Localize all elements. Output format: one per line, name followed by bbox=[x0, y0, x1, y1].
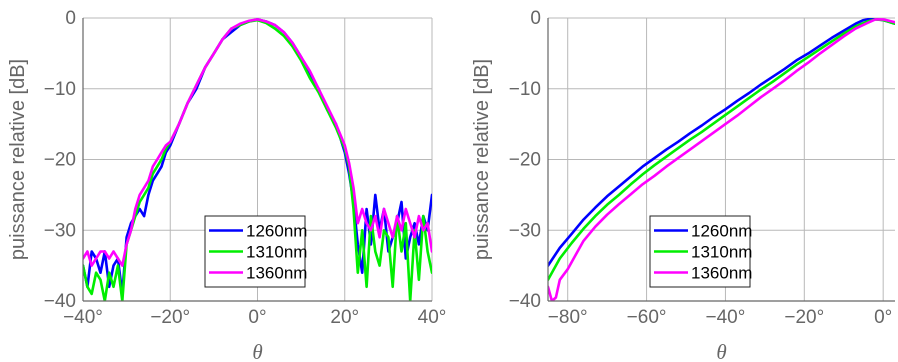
right-x-tick-label: 0° bbox=[874, 307, 892, 328]
right-x-tick-label: −80° bbox=[548, 307, 588, 328]
right-legend-label-1260nm: 1260nm bbox=[691, 222, 752, 241]
right-legend: 1260nm 1310nm 1360nm bbox=[649, 215, 752, 288]
left-y-tick-label: −40 bbox=[44, 291, 76, 312]
left-x-tick-label: 40° bbox=[418, 307, 447, 328]
left-series-group bbox=[83, 18, 432, 301]
left-legend: 1260nm 1310nm 1360nm bbox=[204, 215, 307, 288]
right-y-tick-label: 0 bbox=[530, 8, 541, 29]
left-y-tick-label: 0 bbox=[65, 8, 76, 29]
left-x-tick-label: −40° bbox=[63, 307, 103, 328]
right-series-1360nm bbox=[548, 18, 895, 301]
right-x-tick-label: −60° bbox=[627, 307, 667, 328]
left-x-tick-label: −20° bbox=[150, 307, 190, 328]
left-x-tick-label: 20° bbox=[330, 307, 359, 328]
left-y-tick-label: −20 bbox=[44, 150, 76, 171]
right-y-tick-label: −20 bbox=[509, 150, 541, 171]
left-legend-label-1260nm: 1260nm bbox=[246, 222, 307, 241]
right-y-axis-label: puissance relative [dB] bbox=[471, 59, 493, 260]
right-legend-label-1360nm: 1360nm bbox=[691, 264, 752, 283]
right-y-tick-label: −30 bbox=[509, 220, 541, 241]
right-x-axis-label: θ bbox=[716, 340, 726, 362]
right-x-tick-label: −20° bbox=[784, 307, 824, 328]
right-legend-label-1310nm: 1310nm bbox=[691, 243, 752, 262]
right-series-group bbox=[548, 18, 895, 301]
left-x-axis-label: θ bbox=[252, 340, 262, 362]
right-y-tick-label: −40 bbox=[509, 291, 541, 312]
left-y-tick-label: −30 bbox=[44, 220, 76, 241]
chart-right: −80° −60° −40° −20° 0° −40 −30 −20 −10 0 θ puissanc… bbox=[471, 8, 895, 362]
left-legend-label-1310nm: 1310nm bbox=[246, 243, 307, 262]
chart-left: −40° −20° 0° 20° 40° −40 −30 −20 −10 0 θ puissance … bbox=[7, 8, 446, 362]
right-y-tick-label: −10 bbox=[509, 79, 541, 100]
right-series-1310nm bbox=[548, 18, 895, 282]
right-series-1260nm bbox=[548, 18, 895, 267]
left-y-axis-label: puissance relative [dB] bbox=[7, 59, 29, 260]
left-legend-label-1360nm: 1360nm bbox=[246, 264, 307, 283]
left-y-tick-label: −10 bbox=[44, 79, 76, 100]
right-x-tick-label: −40° bbox=[706, 307, 746, 328]
left-series-1360nm bbox=[83, 18, 432, 267]
left-x-tick-label: 0° bbox=[248, 307, 266, 328]
